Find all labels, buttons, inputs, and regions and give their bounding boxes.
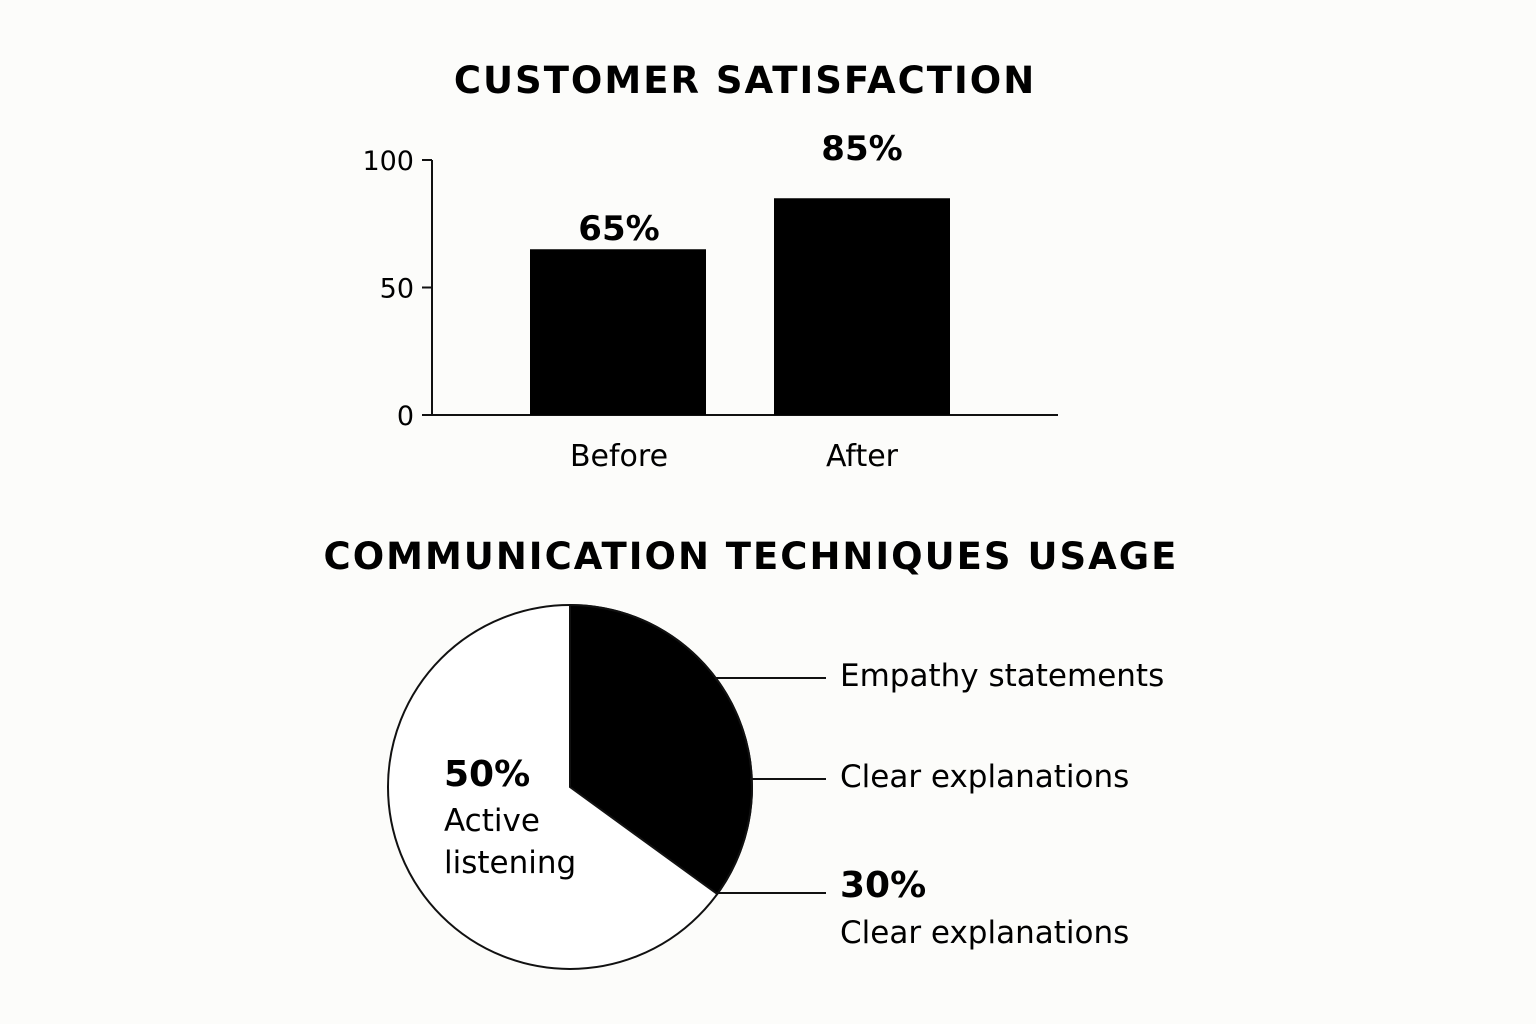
pie-label-active-line1: Active — [444, 803, 540, 839]
y-tick-label: 0 — [397, 401, 414, 432]
pie-label-active-pct: 50% — [444, 754, 530, 795]
data-label-before: 65% — [578, 209, 659, 249]
bar-chart-title: CUSTOMER SATISFACTION — [454, 59, 1036, 102]
pie-slices — [387, 603, 753, 970]
pie-label-active-line2: listening — [444, 845, 576, 881]
pie-chart: COMMUNICATION TECHNIQUES USAGE 50% Activ… — [324, 535, 1179, 970]
bars — [530, 198, 950, 415]
x-tick-label-after: After — [826, 439, 899, 474]
bar-before — [530, 249, 706, 415]
pie-label-clear-pct: 30% — [840, 865, 926, 906]
y-axis-ticks: 0 50 100 — [362, 146, 432, 432]
y-tick-label: 50 — [380, 274, 414, 305]
y-tick-label: 100 — [362, 146, 414, 177]
legend-item-clear-explanations: Clear explanations — [840, 759, 1129, 795]
pie-chart-title: COMMUNICATION TECHNIQUES USAGE — [324, 535, 1179, 578]
pie-label-clear-text: Clear explanations — [840, 915, 1129, 951]
x-tick-label-before: Before — [570, 439, 668, 474]
data-label-after: 85% — [821, 129, 902, 169]
pie-slice-clear-explanations — [569, 603, 753, 896]
bar-chart: CUSTOMER SATISFACTION 0 50 100 Before Afte… — [362, 59, 1058, 474]
bar-after — [774, 198, 950, 415]
legend-item-empathy: Empathy statements — [840, 658, 1164, 694]
